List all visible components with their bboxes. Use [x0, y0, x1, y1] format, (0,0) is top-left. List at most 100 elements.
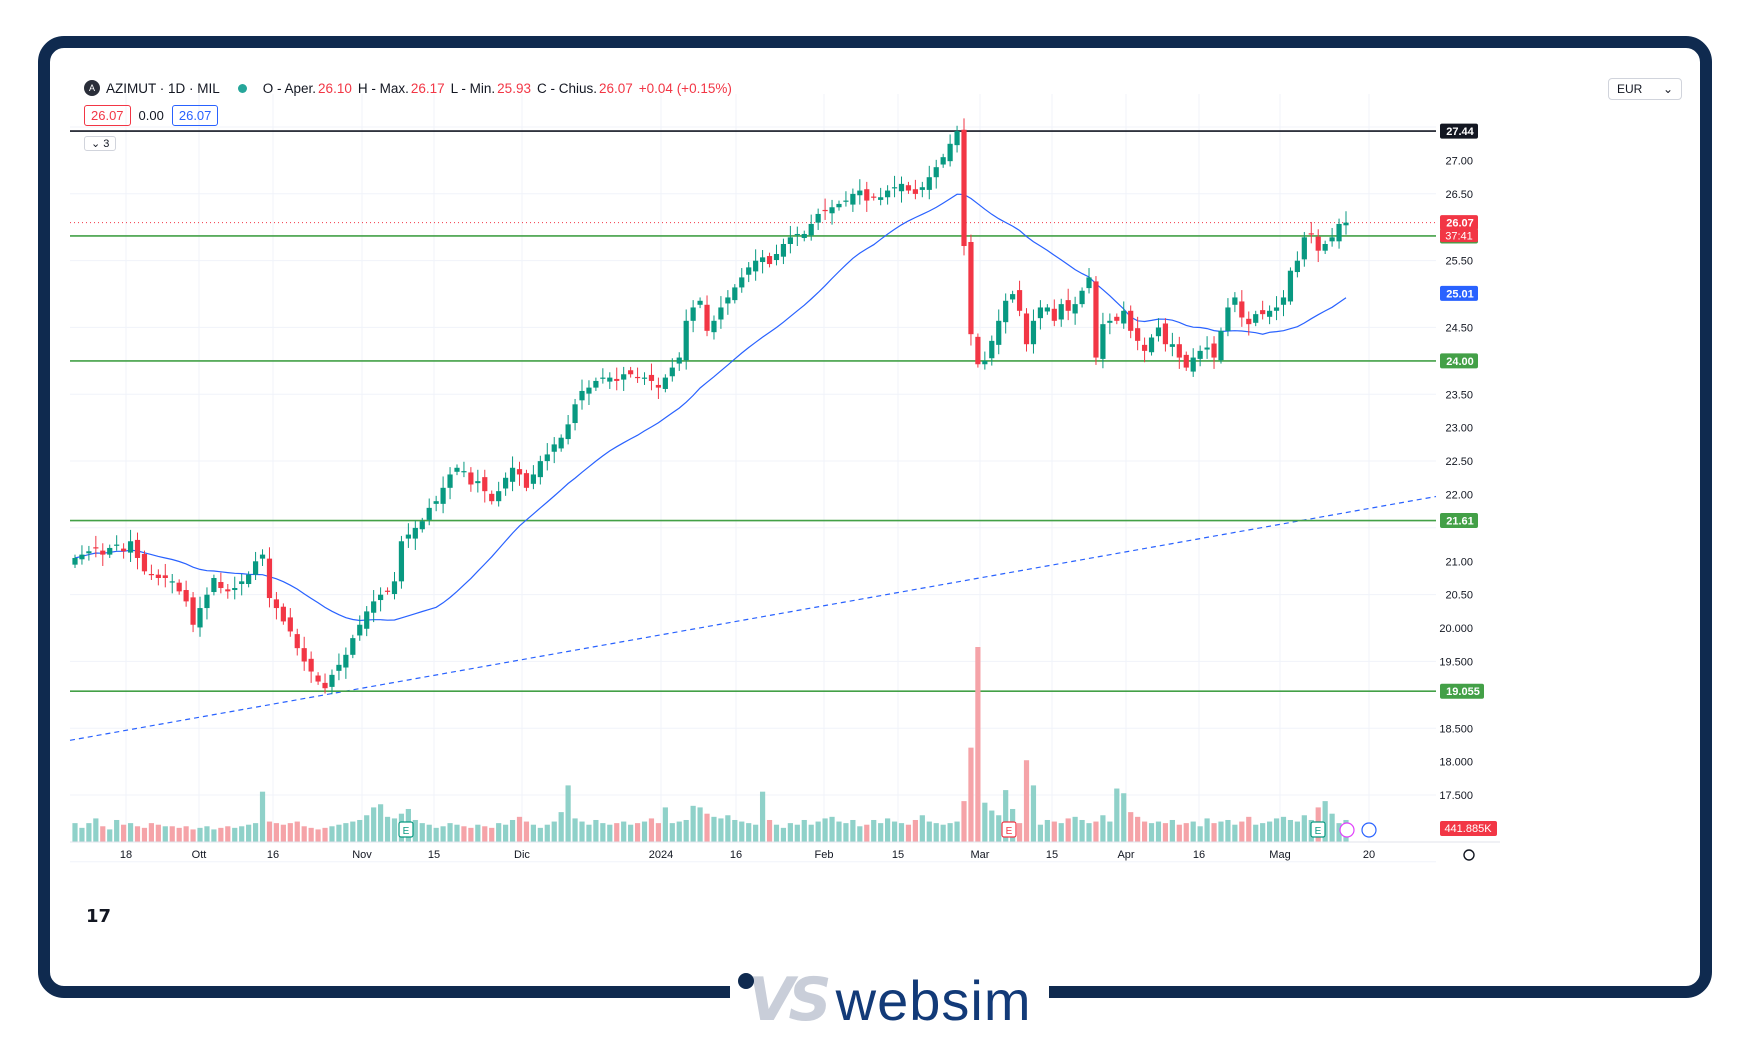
volume-bar [169, 826, 175, 842]
candle-body [544, 454, 550, 462]
candle-body [183, 590, 189, 602]
volume-bar [669, 823, 675, 842]
x-tick-label: 15 [892, 849, 904, 861]
volume-bar [315, 829, 321, 842]
close-value: 26.07 [598, 80, 633, 96]
volume-bar [475, 824, 481, 842]
volume-bar [940, 824, 946, 842]
y-tick-label: 27.00 [1445, 156, 1473, 168]
volume-bar [252, 823, 259, 842]
volume-bar [648, 818, 655, 842]
candle-body [732, 287, 738, 301]
volume-bar [621, 821, 627, 842]
volume-bar [232, 827, 238, 842]
bid-price[interactable]: 26.07 [84, 105, 131, 126]
candle-body [565, 424, 571, 440]
volume-bar [301, 826, 307, 842]
candle-body [461, 471, 467, 473]
tradingview-logo-icon[interactable]: 17 [86, 906, 112, 927]
candle-body [107, 547, 113, 555]
x-tick-label: Nov [352, 849, 372, 861]
volume-bar [836, 821, 842, 842]
volume-bar [246, 824, 252, 842]
volume-bar [134, 826, 141, 842]
candle-body [815, 213, 821, 223]
volume-bar [704, 813, 710, 842]
volume-bar [1065, 818, 1071, 842]
volume-bar [662, 807, 668, 842]
candle-body [704, 304, 710, 331]
volume-bar [1135, 816, 1141, 842]
candle-body [301, 648, 307, 662]
low-label: L - Min. [450, 80, 496, 96]
volume-bar [1169, 819, 1175, 842]
volume-bar [898, 823, 905, 842]
candle-body [648, 374, 655, 381]
candle-body [287, 617, 293, 632]
candle-body [266, 558, 273, 599]
candle-body [377, 594, 384, 601]
y-tick-label: 23.00 [1445, 423, 1473, 435]
candle-body [218, 582, 224, 589]
volume-bar [773, 824, 780, 842]
candle-body [759, 257, 766, 263]
candle-body [141, 553, 148, 572]
x-tick-label: 2024 [649, 849, 673, 861]
candle-body [336, 664, 342, 671]
volume-bar [586, 824, 592, 842]
candle-body [1183, 354, 1189, 368]
volume-bar [384, 816, 391, 842]
volume-bar [905, 824, 912, 842]
currency-select[interactable]: EUR ⌄ [1608, 78, 1682, 100]
candle-body [190, 597, 196, 625]
candle-body [447, 474, 453, 488]
volume-bar [433, 827, 439, 842]
candle-body [697, 300, 703, 305]
volume-bar [1058, 823, 1064, 842]
volume-bar [1176, 824, 1182, 842]
symbol-title[interactable]: AZIMUT · 1D · MIL [106, 80, 220, 96]
earnings-marker-icon [398, 821, 414, 838]
volume-bar [503, 824, 509, 842]
volume-bar [1003, 790, 1009, 842]
candle-body [718, 307, 724, 320]
candle-body [357, 624, 363, 636]
volume-bar [350, 821, 356, 842]
candle-body [878, 197, 884, 200]
candle-body [1079, 290, 1085, 305]
volume-bar [329, 826, 335, 842]
volume-bar [1232, 824, 1238, 842]
ask-price[interactable]: 26.07 [171, 105, 219, 126]
volume-bar [989, 810, 995, 842]
candle-body [801, 233, 807, 238]
volume-bar [787, 823, 793, 842]
volume-bar [697, 807, 703, 842]
volume-bar [225, 826, 231, 842]
volume-bar [1197, 826, 1203, 842]
x-tick-label: 16 [730, 849, 742, 861]
candle-body [572, 404, 578, 424]
volume-bar [1016, 823, 1023, 842]
candle-body [405, 534, 411, 539]
volume-bar [641, 821, 648, 842]
volume-bar [204, 826, 210, 842]
candle-body [1260, 310, 1266, 315]
candle-body [1301, 237, 1307, 260]
candle-body [1190, 357, 1196, 372]
candle-body [711, 320, 717, 333]
open-value: 26.10 [318, 80, 352, 96]
indicators-collapse-button[interactable]: ⌄ 3 [84, 136, 117, 151]
market-status-icon[interactable] [237, 83, 247, 93]
candle-body [162, 575, 168, 578]
candle-body [600, 377, 606, 379]
volume-bar [1211, 823, 1217, 842]
candle-body [864, 189, 870, 201]
volume-bar [1218, 821, 1224, 842]
candle-body [1155, 327, 1162, 337]
legend-header: A AZIMUT · 1D · MIL O - Aper. 26.10 H - M… [84, 80, 732, 96]
candle-body [753, 260, 759, 272]
candle-body [1343, 222, 1349, 226]
candle-body [1197, 350, 1203, 359]
candle-body [1141, 344, 1148, 351]
